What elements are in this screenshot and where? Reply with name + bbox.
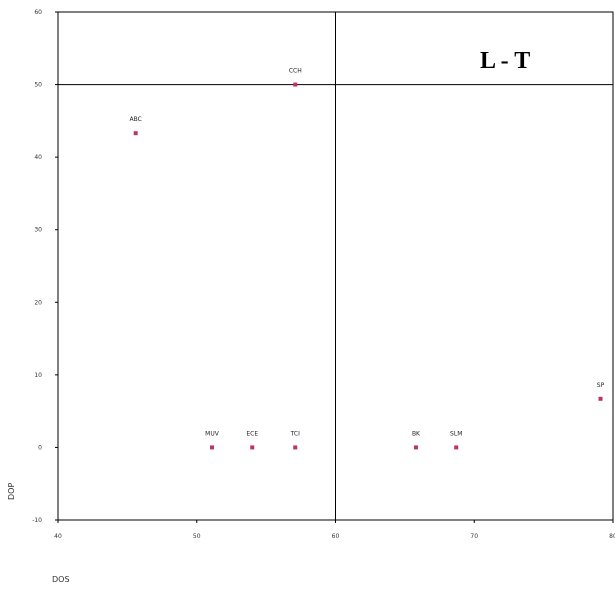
data-point [210,445,215,450]
data-point [250,445,255,450]
data-point-label: SP [597,382,605,389]
y-tick-label: -10 [32,517,42,524]
x-tick-label: 80 [609,533,615,540]
reference-lines [58,12,613,520]
data-points: ABC CCH MUV ECE TCI BK SLM SP [130,68,605,450]
x-tick-label: 40 [54,533,62,540]
y-axis-label: DOP [7,483,16,500]
x-axis-label: DOS [52,575,70,584]
y-tick-label: 50 [34,82,42,89]
data-point-label: ABC [130,116,142,123]
data-point-label: MUV [205,430,220,437]
data-point-label: SLM [450,430,462,437]
y-tick-label: 0 [38,444,42,451]
data-point-label: ECE [246,430,258,437]
data-point [133,131,138,136]
y-tick-label: 30 [34,227,42,234]
data-point-label: BK [412,430,421,437]
y-tick-label: 60 [34,9,42,16]
y-tick-label: 40 [34,154,42,161]
data-point [293,82,298,87]
x-tick-label: 60 [332,533,340,540]
data-point [598,396,603,401]
x-tick-label: 70 [470,533,478,540]
data-point [454,445,459,450]
axis-ticks: -10 0 10 20 30 40 50 60 40 50 60 70 80 [32,9,615,540]
data-point-label: TCI [290,430,301,437]
x-tick-label: 50 [193,533,201,540]
y-tick-label: 10 [34,372,42,379]
quadrant-label: L - T [480,48,530,74]
data-point-label: CCH [289,68,302,75]
data-point [293,445,298,450]
y-tick-label: 20 [34,299,42,306]
data-point [413,445,418,450]
